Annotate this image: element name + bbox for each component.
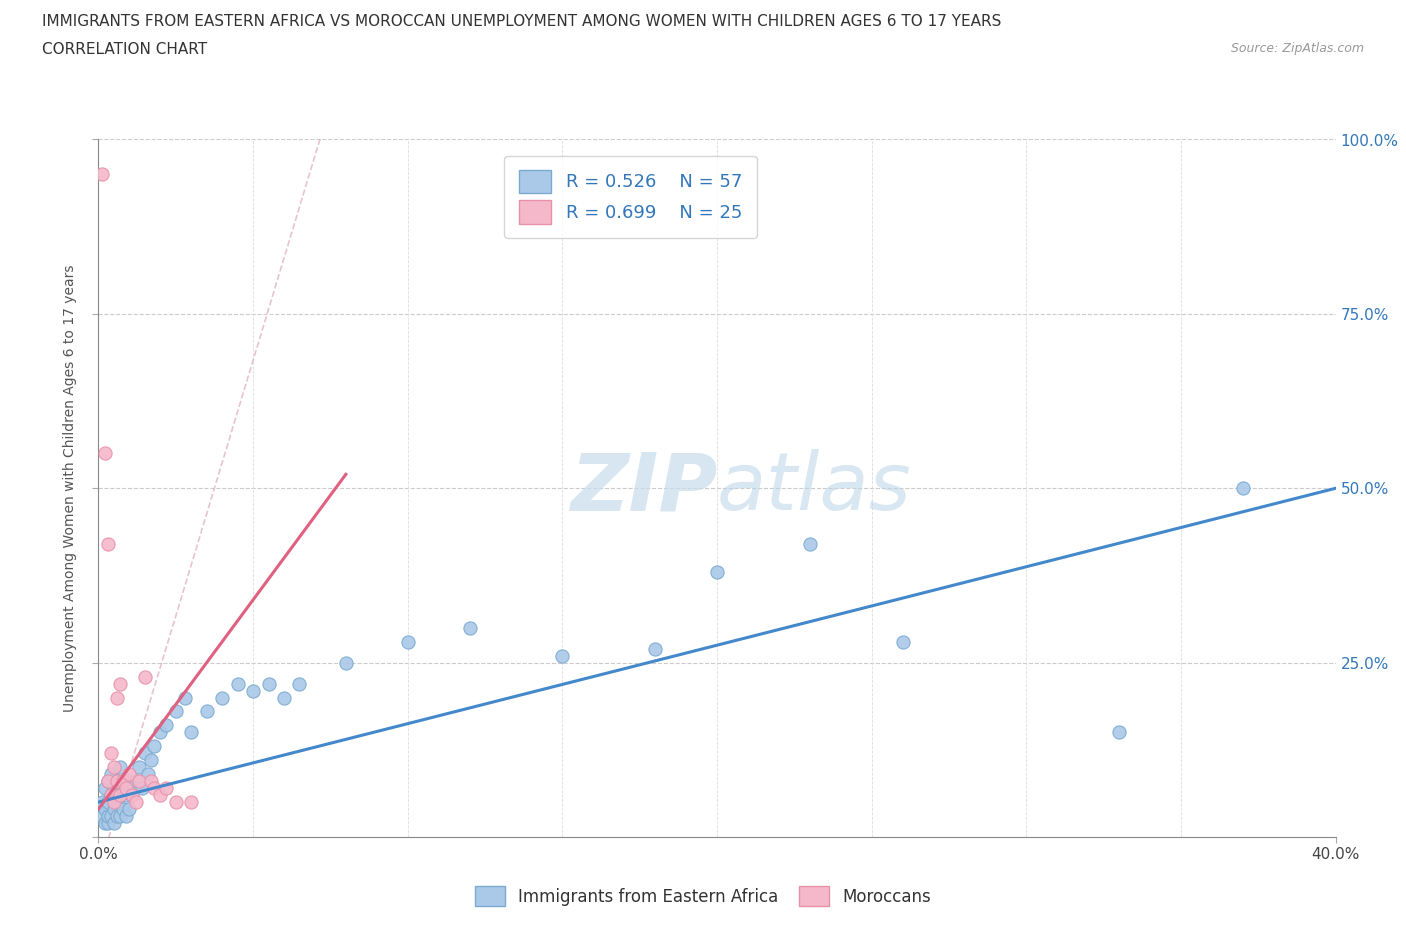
- Point: [174, 690, 197, 705]
- Point: [1232, 481, 1254, 496]
- Point: [335, 656, 357, 671]
- Point: [105, 774, 128, 789]
- Point: [108, 788, 131, 803]
- Point: [165, 704, 187, 719]
- Point: [103, 816, 125, 830]
- Point: [108, 788, 131, 803]
- Point: [97, 794, 120, 809]
- Point: [257, 676, 280, 691]
- Point: [134, 746, 156, 761]
- Point: [273, 690, 295, 705]
- Point: [226, 676, 249, 691]
- Point: [139, 753, 162, 768]
- Point: [799, 537, 821, 551]
- Point: [128, 760, 150, 775]
- Point: [93, 802, 115, 817]
- Point: [644, 642, 666, 657]
- Legend: Immigrants from Eastern Africa, Moroccans: Immigrants from Eastern Africa, Moroccan…: [468, 880, 938, 912]
- Point: [118, 802, 141, 817]
- Text: ZIP: ZIP: [569, 449, 717, 527]
- Point: [103, 794, 125, 809]
- Point: [93, 781, 115, 796]
- Point: [90, 809, 112, 824]
- Point: [155, 718, 177, 733]
- Point: [149, 788, 172, 803]
- Point: [396, 634, 419, 649]
- Point: [108, 809, 131, 824]
- Point: [103, 760, 125, 775]
- Point: [100, 788, 122, 803]
- Point: [108, 676, 131, 691]
- Point: [97, 809, 120, 824]
- Point: [180, 725, 202, 740]
- Point: [115, 788, 138, 803]
- Point: [105, 809, 128, 824]
- Text: CORRELATION CHART: CORRELATION CHART: [42, 42, 207, 57]
- Y-axis label: Unemployment Among Women with Children Ages 6 to 17 years: Unemployment Among Women with Children A…: [63, 264, 77, 712]
- Point: [211, 690, 233, 705]
- Point: [97, 816, 120, 830]
- Point: [100, 766, 122, 781]
- Point: [180, 794, 202, 809]
- Point: [112, 774, 135, 789]
- Point: [93, 816, 115, 830]
- Point: [143, 781, 166, 796]
- Point: [155, 781, 177, 796]
- Point: [149, 725, 172, 740]
- Point: [551, 648, 574, 663]
- Point: [115, 781, 138, 796]
- Point: [100, 809, 122, 824]
- Point: [124, 794, 146, 809]
- Point: [891, 634, 914, 649]
- Point: [105, 690, 128, 705]
- Point: [118, 766, 141, 781]
- Point: [195, 704, 218, 719]
- Point: [108, 760, 131, 775]
- Point: [100, 746, 122, 761]
- Point: [103, 802, 125, 817]
- Point: [105, 774, 128, 789]
- Point: [112, 781, 135, 796]
- Point: [115, 809, 138, 824]
- Text: IMMIGRANTS FROM EASTERN AFRICA VS MOROCCAN UNEMPLOYMENT AMONG WOMEN WITH CHILDRE: IMMIGRANTS FROM EASTERN AFRICA VS MOROCC…: [42, 14, 1001, 29]
- Point: [118, 774, 141, 789]
- Point: [124, 774, 146, 789]
- Text: Source: ZipAtlas.com: Source: ZipAtlas.com: [1230, 42, 1364, 55]
- Point: [706, 565, 728, 579]
- Point: [97, 537, 120, 551]
- Text: atlas: atlas: [717, 449, 912, 527]
- Point: [458, 620, 481, 635]
- Legend: R = 0.526    N = 57, R = 0.699    N = 25: R = 0.526 N = 57, R = 0.699 N = 25: [505, 155, 756, 238]
- Point: [165, 794, 187, 809]
- Point: [93, 445, 115, 460]
- Point: [128, 774, 150, 789]
- Point: [90, 794, 112, 809]
- Point: [136, 766, 159, 781]
- Point: [100, 788, 122, 803]
- Point: [131, 781, 153, 796]
- Point: [97, 774, 120, 789]
- Point: [242, 683, 264, 698]
- Point: [103, 781, 125, 796]
- Point: [139, 774, 162, 789]
- Point: [121, 788, 143, 803]
- Point: [288, 676, 311, 691]
- Point: [121, 788, 143, 803]
- Point: [134, 670, 156, 684]
- Point: [97, 774, 120, 789]
- Point: [90, 167, 112, 182]
- Point: [143, 738, 166, 753]
- Point: [1108, 725, 1130, 740]
- Point: [105, 794, 128, 809]
- Point: [112, 802, 135, 817]
